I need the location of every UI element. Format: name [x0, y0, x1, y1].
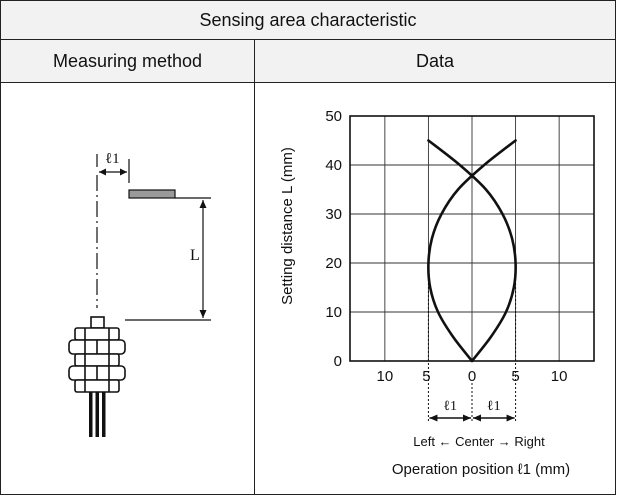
offset-label: ℓ1	[105, 151, 120, 167]
x-tick-label: 10	[551, 368, 568, 385]
y-tick-label: 0	[334, 353, 342, 370]
column-header-measuring-method: Measuring method	[1, 40, 255, 83]
sensor-cable-icon	[89, 392, 106, 437]
x-axis-label: Operation position ℓ1 (mm)	[392, 461, 570, 478]
distance-arrow-top	[199, 200, 207, 208]
measuring-method-panel: ℓ1 L	[1, 83, 255, 494]
proximity-sensor-icon	[68, 316, 126, 393]
x-tick-label: 10	[377, 368, 394, 385]
chart-annotations: ℓ1 ℓ1	[427, 263, 517, 423]
offset-arrow-right	[120, 168, 127, 176]
arrow-head	[506, 414, 515, 422]
x-tick-label: 5	[422, 368, 430, 385]
distance-arrow-bottom	[199, 310, 207, 318]
arrow-head	[473, 414, 481, 422]
data-panel: 0 10 20 30 40 50 10 5 0 5 10 ℓ1 ℓ1 Setting distance…	[255, 83, 615, 494]
offset-marker-left: ℓ1	[443, 399, 457, 414]
direction-label: Left ← Center → Right	[413, 434, 545, 449]
measuring-method-diagram: ℓ1 L	[68, 151, 211, 437]
y-tick-label: 50	[325, 108, 342, 125]
table-title: Sensing area characteristic	[1, 1, 615, 40]
y-axis-label: Setting distance L (mm)	[279, 147, 296, 305]
series-line	[427, 139, 517, 363]
y-tick-label: 30	[325, 206, 342, 223]
arrow-head	[463, 414, 471, 422]
offset-marker-right: ℓ1	[487, 399, 501, 414]
chart-grid	[349, 115, 595, 362]
y-tick-label: 40	[325, 157, 342, 174]
arrow-head	[429, 414, 438, 422]
x-tick-label: 0	[468, 368, 476, 385]
series-line	[427, 139, 517, 363]
y-tick-label: 20	[325, 255, 342, 272]
y-tick-label: 10	[325, 304, 342, 321]
target-plate	[128, 189, 176, 199]
chart-series	[427, 139, 517, 363]
offset-arrow-left	[99, 168, 106, 176]
column-header-data: Data	[255, 40, 615, 83]
distance-label: L	[190, 247, 200, 264]
